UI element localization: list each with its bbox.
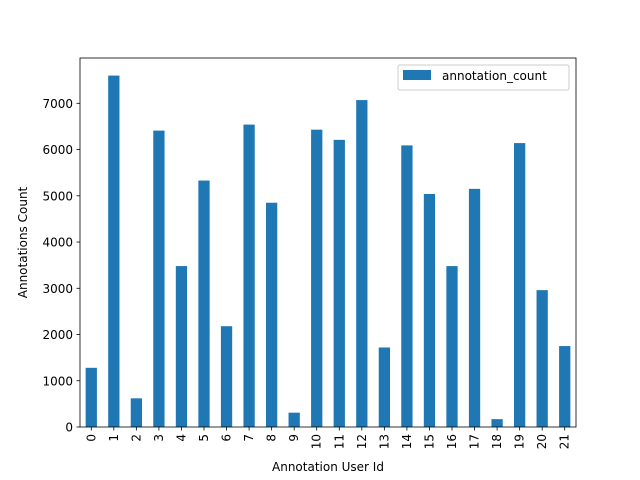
bar-10 [311,129,323,428]
x-tick-label: 11 [332,434,346,449]
x-tick-label: 2 [129,434,143,442]
x-axis-ticks: 0 1 2 3 4 5 6 7 8 9 10 11 12 13 14 15 16 17 18 19 20 21 [84,427,572,449]
bar-21 [559,346,571,427]
y-tick-label: 5000 [42,189,73,203]
legend-swatch [403,70,431,80]
x-tick-label: 18 [490,434,504,449]
x-tick-label: 6 [220,434,234,442]
x-tick-label: 5 [197,434,211,442]
bar-8 [266,202,278,427]
bar-0 [85,367,97,427]
x-tick-label: 7 [242,434,256,442]
bar-3 [153,130,165,427]
bar-13 [378,347,390,427]
bar-11 [333,139,345,427]
bar-1 [108,75,120,428]
bar-18 [491,419,503,427]
y-tick-label: 1000 [42,374,73,388]
legend-box [397,64,570,91]
y-tick-label: 2000 [42,328,73,342]
y-tick-label: 3000 [42,282,73,296]
x-tick-label: 14 [400,434,414,449]
y-tick-label: 4000 [42,236,73,250]
y-tick-label: 7000 [42,97,73,111]
x-tick-label: 4 [174,434,188,442]
bar-7 [243,124,255,428]
y-axis-label: Annotations Count [16,186,30,298]
x-tick-label: 20 [535,434,549,449]
x-tick-label: 9 [287,434,301,442]
legend: annotation_count [397,64,570,91]
y-axis-ticks: 0 1000 2000 3000 4000 5000 6000 7000 [42,97,80,435]
bar-17 [468,188,481,427]
x-tick-label: 12 [355,434,369,449]
x-tick-label: 3 [152,434,166,442]
x-tick-label: 1 [107,434,121,442]
x-tick-label: 21 [558,434,572,449]
bar-9 [288,412,300,427]
bar-2 [130,398,142,427]
bar-16 [446,266,458,427]
x-tick-label: 16 [445,434,459,449]
bar-6 [220,326,233,427]
x-tick-label: 8 [265,434,279,442]
bar-15 [423,193,436,427]
x-tick-label: 19 [513,434,527,449]
bar-19 [514,143,526,427]
bar-12 [356,100,368,427]
x-tick-label: 15 [422,434,436,449]
bar-20 [536,290,548,427]
x-tick-label: 10 [310,434,324,449]
bar-14 [401,145,413,428]
y-tick-label: 0 [65,421,73,435]
bar-4 [175,266,188,427]
x-tick-label: 17 [468,434,482,449]
plot-frame [79,57,577,428]
legend-label: annotation_count [442,69,547,83]
x-tick-label: 0 [84,434,98,442]
bar-5 [198,180,210,427]
y-tick-label: 6000 [42,143,73,157]
bars-group [85,75,571,428]
x-tick-label: 13 [377,434,391,449]
x-axis-label: Annotation User Id [272,460,384,474]
